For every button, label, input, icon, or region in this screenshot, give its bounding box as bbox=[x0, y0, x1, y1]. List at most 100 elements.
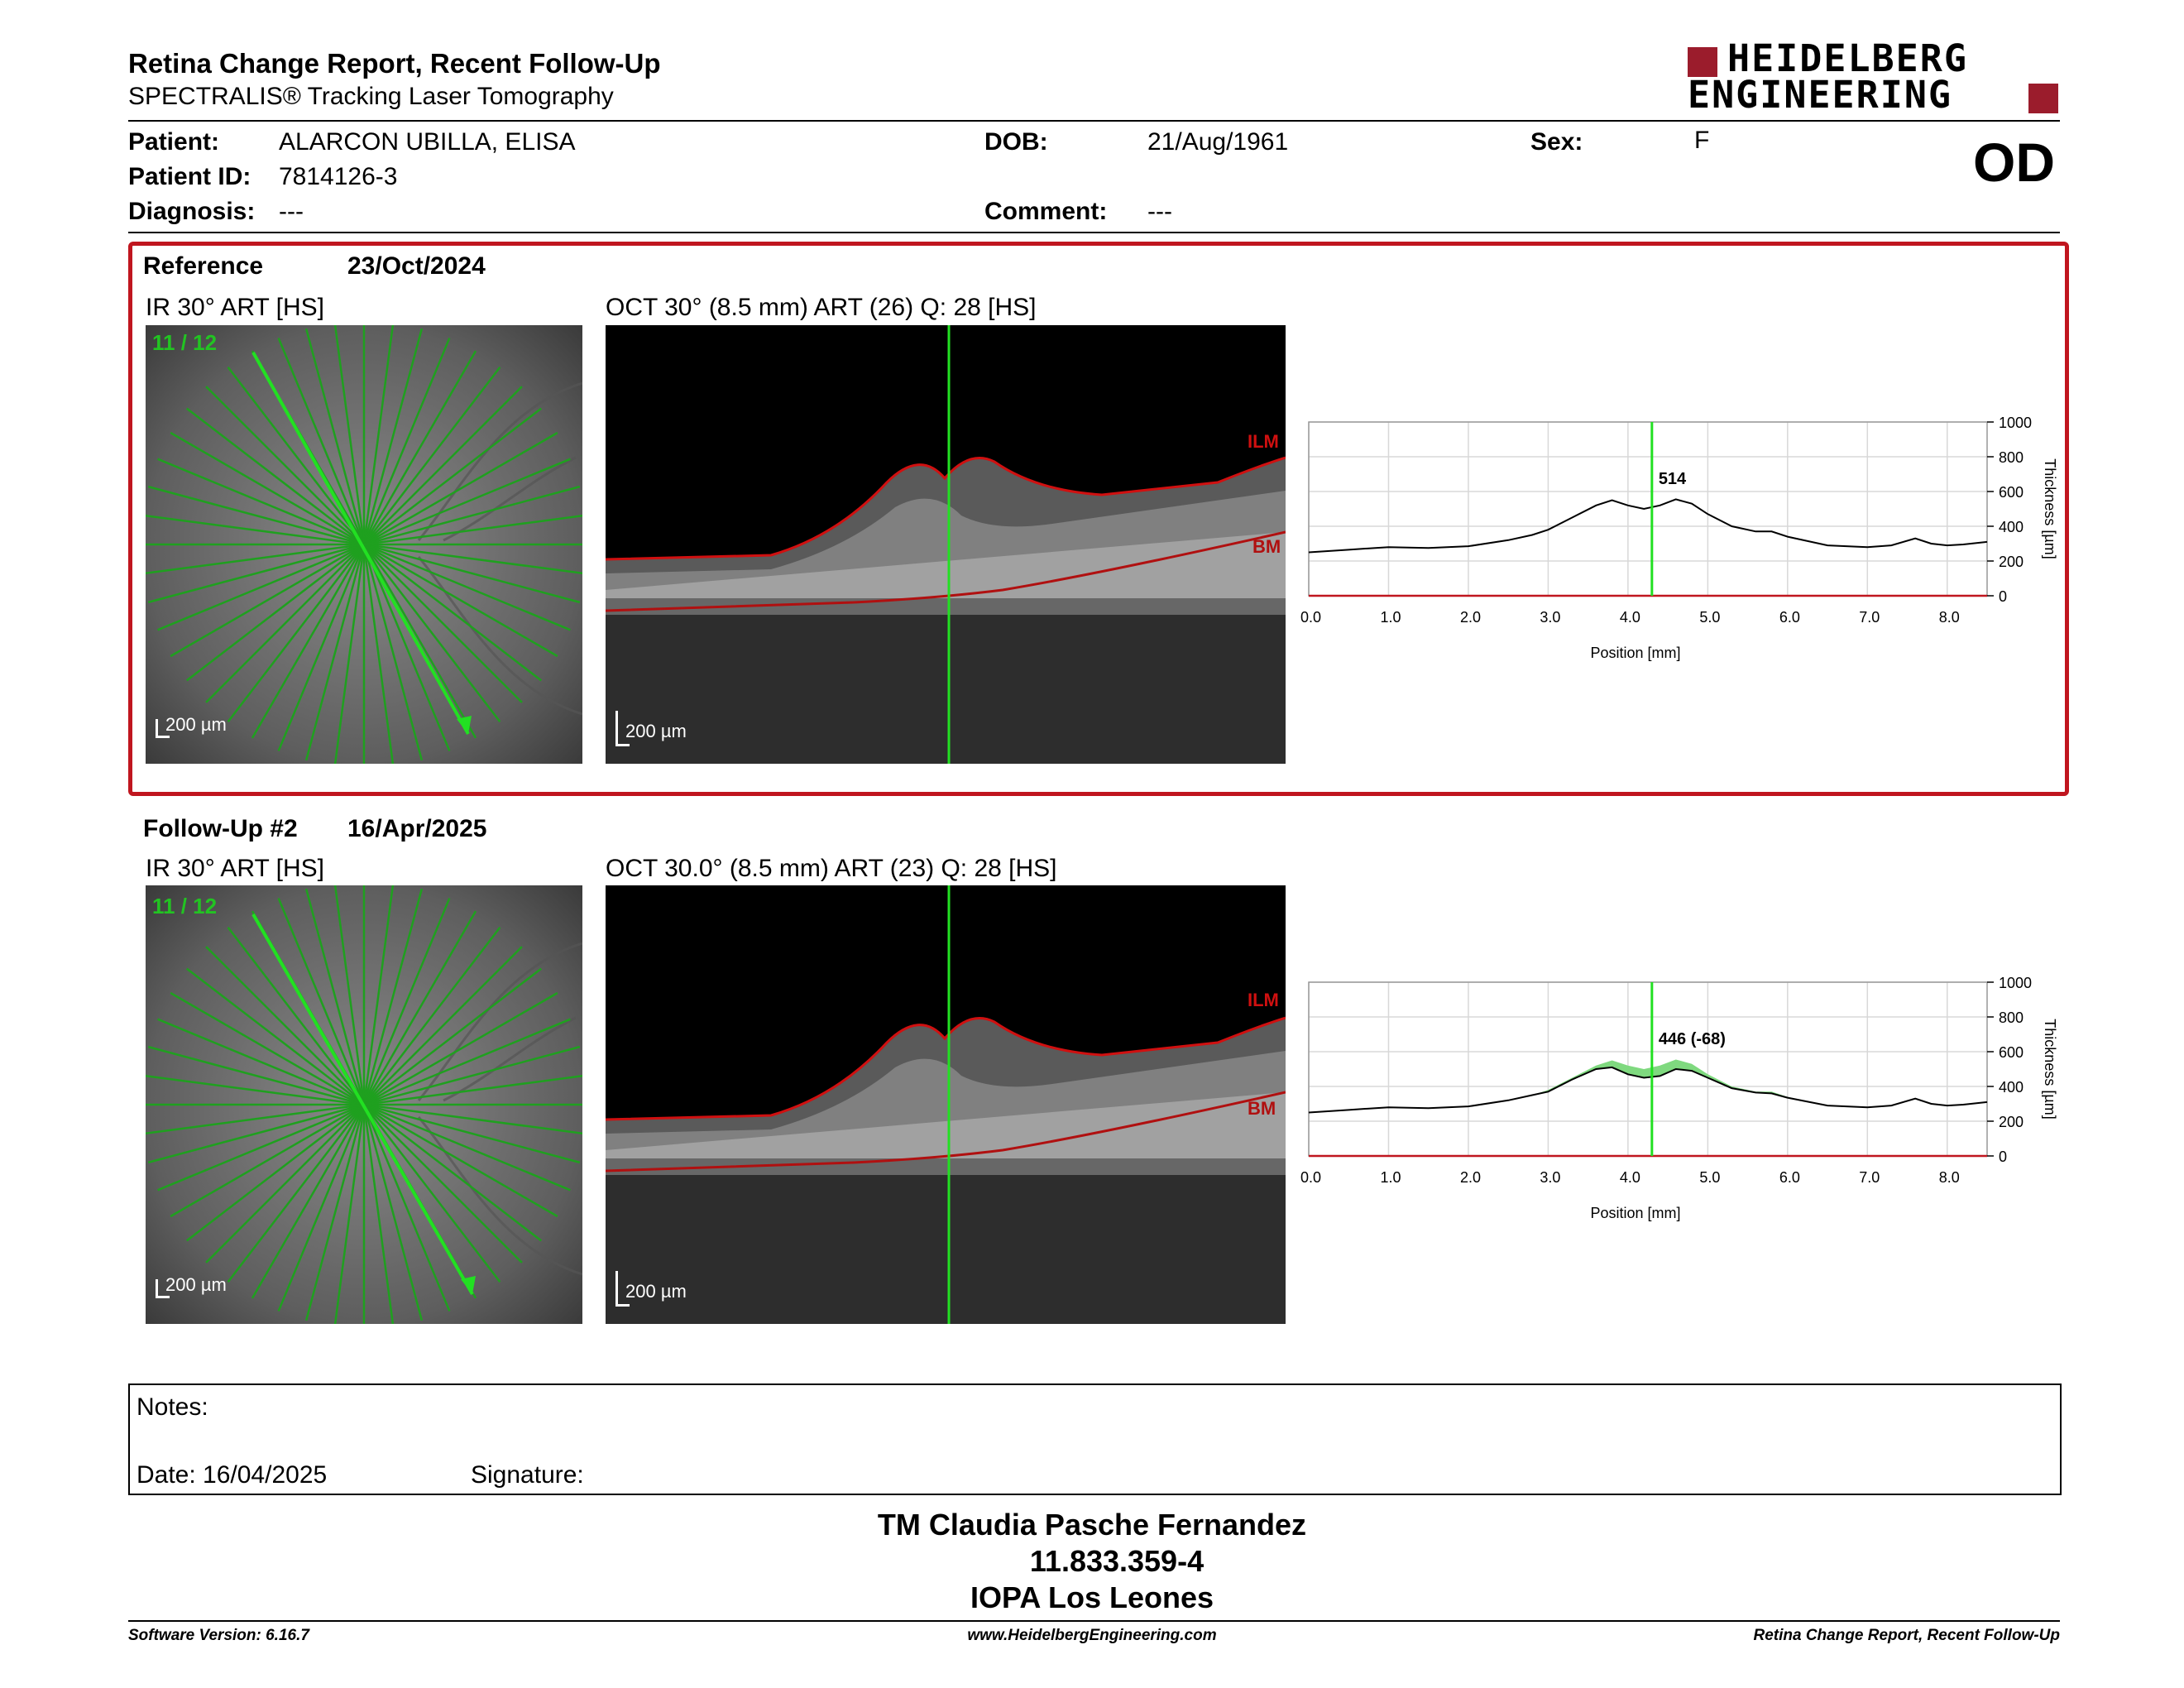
reference-ir-scan-pattern bbox=[146, 325, 582, 764]
x-tick-label: 4.0 bbox=[1620, 1169, 1640, 1186]
comment-label: Comment: bbox=[984, 198, 1108, 225]
thickness-line bbox=[1308, 498, 1988, 554]
diagnosis-value: --- bbox=[279, 198, 304, 225]
reference-ir-scale: 200 µm bbox=[165, 714, 227, 735]
patient-name: ALARCON UBILLA, ELISA bbox=[279, 128, 576, 156]
software-version: Software Version: 6.16.7 bbox=[128, 1627, 309, 1644]
eye-indicator: OD bbox=[1973, 132, 2055, 193]
y-tick-label: 600 bbox=[1999, 1044, 2024, 1061]
x-tick-label: 7.0 bbox=[1859, 609, 1880, 626]
logo-square-bottom bbox=[2028, 84, 2058, 113]
marker-value: 446 (-68) bbox=[1659, 1030, 1726, 1048]
y-axis-label: Thickness [µm] bbox=[2042, 458, 2058, 559]
y-tick-label: 400 bbox=[1999, 1079, 2024, 1096]
followup-oct-image[interactable]: ILM BM 200 µm bbox=[606, 885, 1286, 1324]
y-tick-label: 800 bbox=[1999, 1009, 2024, 1026]
difference-area bbox=[1309, 1059, 1987, 1113]
x-tick-label: 8.0 bbox=[1939, 609, 1960, 626]
x-tick-label: 6.0 bbox=[1779, 609, 1800, 626]
logo-line-1: HEIDELBERG bbox=[1727, 36, 1968, 80]
report-subtitle: SPECTRALIS® Tracking Laser Tomography bbox=[128, 83, 614, 110]
reference-thickness-chart: 0 200 400 600 800 1000 0.0 1.0 2.0 3.0 4.0 5.0 6.0 7.… bbox=[1300, 415, 2058, 661]
logo-line-2: ENGINEERING bbox=[1688, 73, 1953, 117]
y-tick-label: 800 bbox=[1999, 449, 2024, 466]
y-tick-label: 1000 bbox=[1999, 415, 2032, 431]
reference-ir-caption: IR 30° ART [HS] bbox=[146, 294, 324, 321]
x-tick-label: 6.0 bbox=[1779, 1169, 1800, 1186]
x-tick-label: 5.0 bbox=[1699, 1169, 1720, 1186]
reference-scan-index: 11 / 12 bbox=[152, 330, 218, 355]
y-tick-label: 200 bbox=[1999, 1114, 2024, 1130]
sex-label: Sex: bbox=[1530, 128, 1583, 156]
followup-oct-bscan bbox=[606, 885, 1286, 1324]
notes-date: Date: 16/04/2025 bbox=[136, 1461, 328, 1489]
patient-id-value: 7814126-3 bbox=[279, 163, 398, 190]
followup-oct-caption: OCT 30.0° (8.5 mm) ART (23) Q: 28 [HS] bbox=[606, 855, 1057, 882]
y-tick-label: 0 bbox=[1999, 1149, 2007, 1165]
dob-value: 21/Aug/1961 bbox=[1147, 128, 1289, 156]
x-tick-label: 3.0 bbox=[1540, 1169, 1560, 1186]
followup-bm-label: BM bbox=[1248, 1098, 1276, 1119]
website-link[interactable]: www.HeidelbergEngineering.com bbox=[967, 1627, 1217, 1644]
patient-id-label: Patient ID: bbox=[128, 163, 251, 190]
signature-label: Signature: bbox=[471, 1461, 584, 1489]
logo-square-top bbox=[1688, 47, 1717, 77]
plot-frame bbox=[1308, 421, 1988, 597]
dob-label: DOB: bbox=[984, 128, 1048, 156]
x-tick-label: 2.0 bbox=[1460, 1169, 1481, 1186]
followup-date: 16/Apr/2025 bbox=[347, 815, 487, 842]
signer-id: 11.833.359-4 bbox=[1029, 1544, 1205, 1578]
y-tick-label: 1000 bbox=[1999, 975, 2032, 991]
followup-ilm-label: ILM bbox=[1248, 990, 1279, 1010]
thickness-line bbox=[1308, 1066, 1988, 1114]
marker-value: 514 bbox=[1659, 470, 1687, 488]
comment-value: --- bbox=[1147, 198, 1172, 225]
followup-ir-image[interactable]: 11 / 12 200 µm bbox=[146, 885, 582, 1324]
patient-label: Patient: bbox=[128, 128, 220, 156]
footer-rule bbox=[128, 1620, 2060, 1622]
reference-oct-bscan bbox=[606, 325, 1286, 764]
x-tick-label: 1.0 bbox=[1380, 1169, 1401, 1186]
reference-ir-image[interactable]: 11 / 12 200 µm bbox=[146, 325, 582, 764]
x-tick-label: 0.0 bbox=[1300, 1169, 1321, 1186]
header-rule bbox=[128, 120, 2060, 122]
reference-oct-scale-icon bbox=[615, 711, 630, 746]
followup-ir-scale: 200 µm bbox=[165, 1274, 227, 1295]
reference-ir-scale-icon bbox=[156, 719, 170, 738]
y-tick-label: 200 bbox=[1999, 554, 2024, 570]
patient-rule bbox=[128, 232, 2060, 233]
y-tick-label: 0 bbox=[1999, 588, 2007, 605]
x-tick-label: 4.0 bbox=[1620, 609, 1640, 626]
followup-label: Follow-Up #2 bbox=[143, 815, 298, 842]
reference-bm-label: BM bbox=[1252, 536, 1281, 557]
followup-ir-scan-pattern bbox=[146, 885, 582, 1324]
diagnosis-label: Diagnosis: bbox=[128, 198, 256, 225]
x-tick-label: 7.0 bbox=[1859, 1169, 1880, 1186]
reference-oct-image[interactable]: ILM BM 200 µm bbox=[606, 325, 1286, 764]
x-tick-label: 3.0 bbox=[1540, 609, 1560, 626]
reference-oct-scale: 200 µm bbox=[625, 721, 687, 741]
reference-frame bbox=[128, 242, 2069, 796]
followup-oct-scale: 200 µm bbox=[625, 1281, 687, 1302]
x-tick-label: 2.0 bbox=[1460, 609, 1481, 626]
followup-ir-scale-icon bbox=[156, 1279, 170, 1298]
followup-ir-caption: IR 30° ART [HS] bbox=[146, 855, 324, 882]
signer-institution: IOPA Los Leones bbox=[970, 1580, 1214, 1614]
scan-spoke bbox=[146, 514, 582, 575]
heidelberg-logo: HEIDELBERG ENGINEERING bbox=[1688, 39, 2060, 118]
x-tick-label: 8.0 bbox=[1939, 1169, 1960, 1186]
report-title: Retina Change Report, Recent Follow-Up bbox=[128, 48, 661, 79]
y-axis-label: Thickness [µm] bbox=[2042, 1019, 2058, 1119]
y-tick-label: 600 bbox=[1999, 484, 2024, 501]
x-tick-label: 1.0 bbox=[1380, 609, 1401, 626]
x-tick-label: 0.0 bbox=[1300, 609, 1321, 626]
notes-label: Notes: bbox=[136, 1393, 208, 1421]
followup-scan-index: 11 / 12 bbox=[152, 894, 218, 918]
notes-box[interactable]: Notes: Date: 16/04/2025 Signature: bbox=[128, 1383, 2062, 1495]
sex-value: F bbox=[1694, 127, 1710, 154]
followup-thickness-chart: 0 200 400 600 800 1000 0.0 1.0 2.0 3.0 4.0 5.0 6.0 7.… bbox=[1300, 975, 2058, 1221]
x-tick-label: 5.0 bbox=[1699, 609, 1720, 626]
x-axis-label: Position [mm] bbox=[1590, 1205, 1680, 1221]
reference-label: Reference bbox=[143, 252, 264, 280]
footer-report-name: Retina Change Report, Recent Follow-Up bbox=[1753, 1627, 2060, 1644]
